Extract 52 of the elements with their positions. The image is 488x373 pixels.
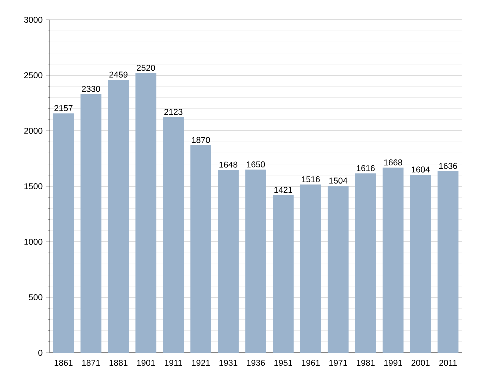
x-tick-label: 1911 — [165, 360, 182, 366]
bar — [300, 184, 322, 353]
bar — [410, 174, 432, 353]
data-label: 1668 — [384, 160, 402, 166]
x-tick-label: 1931 — [220, 360, 238, 366]
x-tick-label: 1951 — [274, 360, 293, 366]
bar — [80, 94, 102, 353]
data-label: 1870 — [192, 137, 210, 144]
bar — [355, 174, 376, 353]
x-tick-label: 1981 — [357, 360, 375, 366]
x-tick-label: 1871 — [82, 360, 100, 366]
y-tick-label: 2000 — [24, 128, 43, 134]
x-tick-label: 1861 — [54, 360, 73, 366]
data-label: 2520 — [137, 65, 156, 72]
data-label: 1616 — [357, 165, 375, 172]
data-label: 1648 — [220, 162, 238, 168]
bar — [438, 171, 459, 353]
data-label: 2123 — [164, 109, 183, 116]
bar — [246, 170, 266, 353]
data-label: 2157 — [54, 105, 73, 112]
bar — [53, 114, 74, 353]
bar — [163, 117, 184, 353]
x-tick-label: 1881 — [110, 360, 128, 366]
data-label: 2459 — [110, 72, 128, 78]
x-tick-label: 1921 — [192, 360, 210, 366]
data-label: 1504 — [330, 178, 348, 184]
bar — [190, 145, 212, 353]
y-tick-label: 500 — [29, 294, 43, 301]
data-label: 1636 — [439, 163, 458, 170]
x-tick-label: 1971 — [330, 360, 348, 366]
bar — [382, 168, 404, 353]
data-label: 1604 — [412, 166, 430, 173]
bar — [328, 186, 349, 353]
data-label: 1650 — [247, 162, 266, 168]
y-tick-label: 1000 — [24, 239, 43, 246]
bar — [218, 170, 239, 353]
bar — [108, 80, 130, 353]
x-tick-label: 1991 — [384, 360, 402, 366]
y-tick-label: 0 — [38, 350, 43, 356]
x-tick-label: 1901 — [137, 360, 156, 366]
x-tick-label: 2001 — [412, 360, 430, 366]
y-tick-label: 3000 — [24, 17, 43, 24]
bar — [273, 195, 294, 353]
x-tick-label: 1936 — [247, 360, 266, 366]
data-label: 1516 — [302, 176, 320, 183]
data-label: 1421 — [274, 187, 293, 194]
x-tick-label: 1961 — [302, 360, 320, 366]
y-tick-label: 2500 — [24, 72, 43, 79]
x-tick-label: 2011 — [440, 360, 457, 366]
bar — [136, 73, 157, 353]
y-tick-label: 1500 — [24, 184, 43, 190]
data-label: 2330 — [82, 86, 100, 92]
